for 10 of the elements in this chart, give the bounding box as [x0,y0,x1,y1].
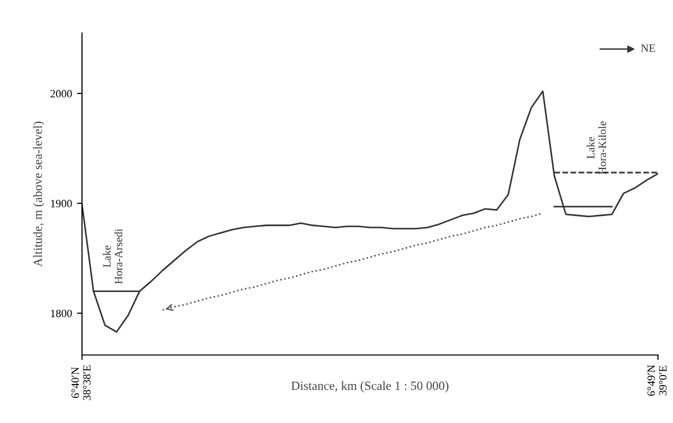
annotation: Lake Hora-Arsedi [102,228,122,284]
y-tick-label: 1800 [51,310,72,318]
y-axis-title: Altitude, m (above sea-level) [33,122,44,267]
y-tick-label: 2000 [50,90,72,98]
x-tick-label: 6°40′N 38°38′E [71,365,91,400]
x-axis-title: Distance, km (Scale 1 : 50 000) [291,381,448,392]
x-tick-label: 6°49′N 39°0′E [647,364,667,396]
y-tick-label: 1900 [51,200,72,208]
annotation: Lake Hora-Kilole [586,121,606,174]
annotation: NE [641,44,655,52]
